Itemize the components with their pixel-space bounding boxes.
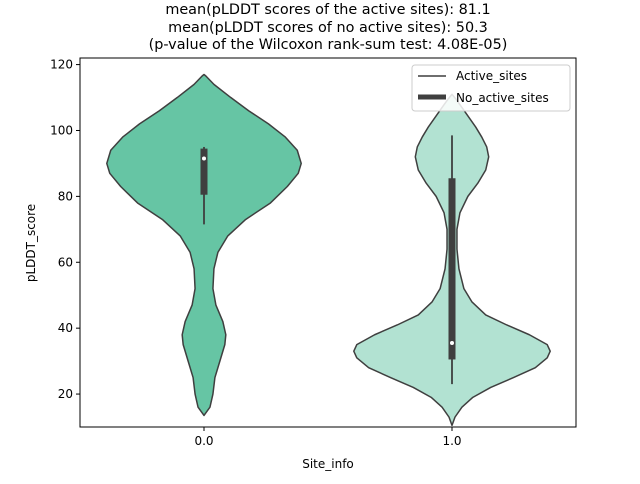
y-tick-label: 60 bbox=[58, 255, 73, 269]
chart-title: mean(pLDDT scores of the active sites): … bbox=[149, 2, 508, 53]
x-axis: 0.0 1.0 bbox=[194, 427, 462, 448]
violin-body-0.0 bbox=[106, 73, 302, 417]
title-line-1: mean(pLDDT scores of the active sites): … bbox=[165, 2, 490, 18]
y-tick-label: 20 bbox=[58, 387, 73, 401]
legend: Active_sites No_active_sites bbox=[411, 64, 571, 112]
x-axis-label: Site_info bbox=[302, 457, 354, 471]
legend-label-active-sites: Active_sites bbox=[456, 69, 527, 83]
y-tick-label: 120 bbox=[50, 58, 73, 72]
y-tick-label: 80 bbox=[58, 189, 73, 203]
x-tick-label: 1.0 bbox=[442, 434, 461, 448]
x-tick-label: 0.0 bbox=[194, 434, 213, 448]
title-line-3: (p-value of the Wilcoxon rank-sum test: … bbox=[149, 37, 508, 53]
y-tick-label: 100 bbox=[50, 123, 73, 137]
plot-frame bbox=[79, 57, 577, 428]
y-axis-label: pLDDT_score bbox=[24, 204, 38, 282]
plot-area bbox=[106, 73, 551, 427]
violin-iqr-box-1.0 bbox=[448, 178, 456, 360]
legend-box bbox=[411, 64, 571, 112]
y-axis: 20 40 60 80 100 120 bbox=[50, 58, 80, 401]
y-tick-label: 40 bbox=[58, 321, 73, 335]
legend-label-no-active-sites: No_active_sites bbox=[456, 91, 549, 105]
title-line-2: mean(pLDDT scores of no active sites): 5… bbox=[168, 20, 488, 36]
violin-iqr-box-0.0 bbox=[200, 148, 208, 195]
violin-median-0.0 bbox=[202, 156, 206, 161]
violin-median-1.0 bbox=[450, 340, 454, 345]
